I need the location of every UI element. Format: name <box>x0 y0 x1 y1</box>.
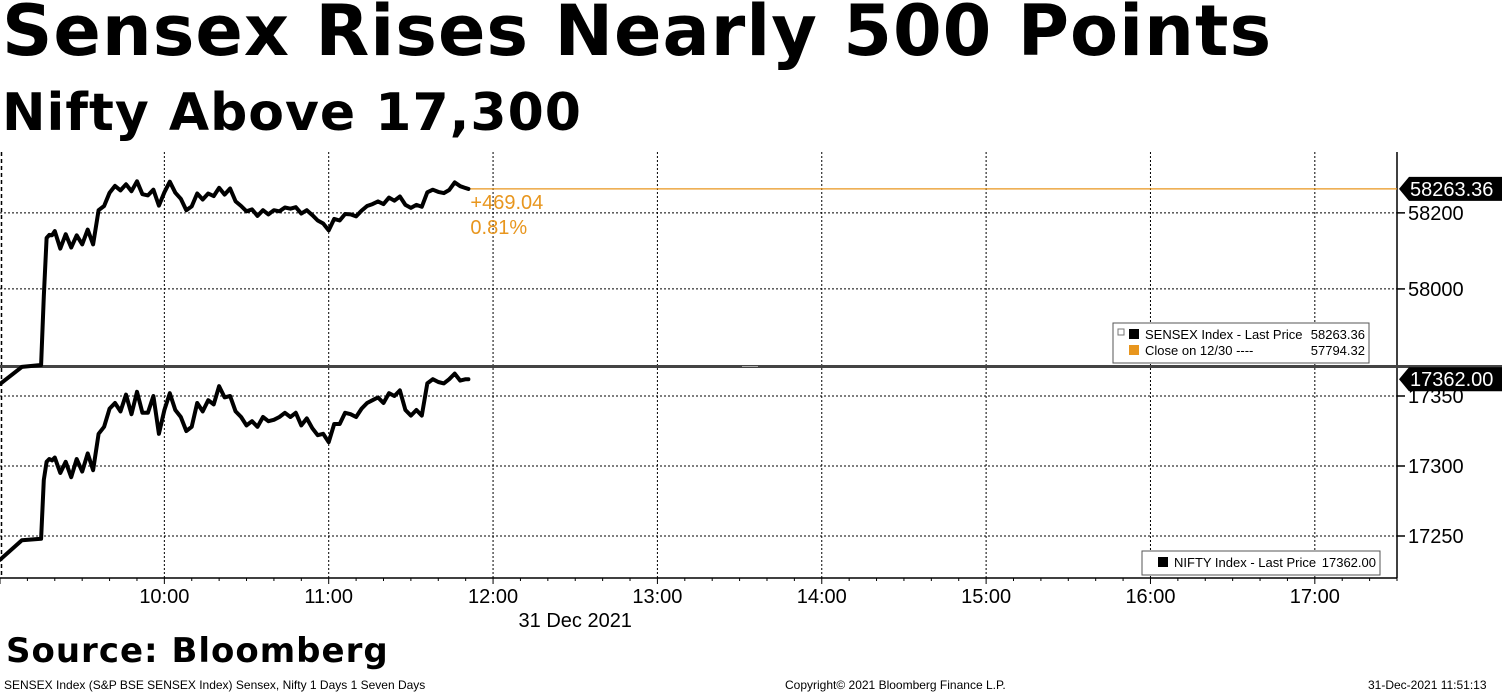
legend-swatch <box>1129 329 1139 339</box>
series-lines <box>0 179 471 562</box>
y-tick-label: 17300 <box>1408 456 1464 478</box>
x-tick-label: 13:00 <box>632 586 682 608</box>
chart-subtitle: Nifty Above 17,300 <box>2 83 582 143</box>
top-legend-box <box>1112 322 1370 364</box>
source-label: Source: Bloomberg <box>6 631 389 671</box>
legend-entry-value: 58263.36 <box>1311 327 1365 342</box>
legend-swatch <box>1158 557 1168 567</box>
footer-description: SENSEX Index (S&P BSE SENSEX Index) Sens… <box>4 678 426 692</box>
legend-collapse-icon <box>1117 328 1125 336</box>
y-tick-label: 17350 <box>1408 386 1464 408</box>
legends: SENSEX Index - Last Price 58263.36 Close o… <box>1112 322 1381 576</box>
change-annotation: +469.04 0.81% <box>470 192 543 239</box>
top-last-price-tag <box>1399 176 1502 201</box>
x-date-label: 31 Dec 2021 <box>519 610 632 632</box>
x-tick-label: 15:00 <box>961 586 1011 608</box>
y-tick-label: 58200 <box>1408 203 1464 225</box>
legend-entry-value: 17362.00 <box>1322 555 1376 570</box>
top-last-price-label: 58263.36 <box>1410 179 1493 201</box>
y-tick-label: 58000 <box>1408 279 1464 301</box>
axis-labels: 58200 58000 17350 17300 17250 10:00 11:00 12:00… <box>139 203 1463 632</box>
x-tick-label: 16:00 <box>1125 586 1175 608</box>
x-tick-label: 11:00 <box>304 586 353 608</box>
chart-frame <box>0 152 1502 584</box>
x-tick-label: 17:00 <box>1290 586 1340 608</box>
footer-timestamp: 31-Dec-2021 11:51:13 <box>1368 678 1487 692</box>
bottom-series-line <box>0 371 471 562</box>
legend-entry-value: 57794.32 <box>1311 343 1365 358</box>
x-tick-label: 10:00 <box>139 586 189 608</box>
price-tags: 58263.36 17362.00 <box>1399 176 1502 392</box>
x-tick-label: 12:00 <box>468 586 518 608</box>
footer-copyright: Copyright© 2021 Bloomberg Finance L.P. <box>785 678 1006 692</box>
bottom-legend-box <box>1141 550 1381 576</box>
top-series-line <box>0 179 471 386</box>
legend-entry-label: SENSEX Index - Last Price <box>1145 327 1303 342</box>
change-percent-label: 0.81% <box>470 217 527 239</box>
change-points-label: +469.04 <box>470 192 543 214</box>
legend-swatch <box>1129 345 1139 355</box>
y-tick-label: 17250 <box>1408 526 1464 548</box>
x-tick-label: 14:00 <box>797 586 847 608</box>
chart-title: Sensex Rises Nearly 500 Points <box>2 0 1273 72</box>
bottom-last-price-label: 17362.00 <box>1410 369 1493 391</box>
legend-entry-label: NIFTY Index - Last Price <box>1174 555 1316 570</box>
bottom-last-price-tag <box>1399 367 1502 392</box>
legend-entry-label: Close on 12/30 ---- <box>1145 343 1253 358</box>
